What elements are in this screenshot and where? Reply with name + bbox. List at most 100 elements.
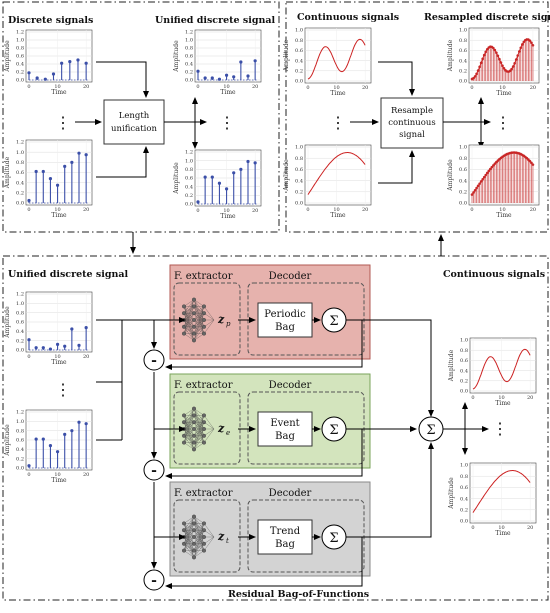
- plot-output-continuous-1: 0.0 0.2 0.4 0.6 0.8 1.0 0 10 20 Time Amplitude: [448, 337, 537, 407]
- bag-row-2: F. extractor Decoder z t Trend Bag Σ: [173, 488, 365, 573]
- plot-bottom-discrete-2-xlabel: Time: [51, 477, 67, 484]
- plot-discrete-2-xtick: 10: [54, 207, 60, 213]
- plot-bottom-discrete-2-xtick: 10: [54, 472, 60, 478]
- plot-discrete-2-marker: [84, 153, 88, 157]
- plot-discrete-2-marker: [34, 169, 38, 174]
- plot-discrete-2-ytick: 0.8: [16, 160, 24, 166]
- plot-unified-1-ytick: 0.4: [185, 62, 193, 68]
- plot-unified-1-marker: [246, 74, 250, 78]
- plot-resampled-2-ytick: 0.8: [459, 156, 467, 162]
- nn-edge-0: [183, 333, 195, 341]
- svg-text:-: -: [151, 573, 157, 589]
- nn-edge-1: [183, 422, 195, 443]
- plot-bottom-discrete-2-ytick: 0.0: [16, 466, 24, 472]
- plot-discrete-2: 0.0 0.2 0.4 0.6 0.8 1.0 1.2 0 10 20 Time Amplitude: [4, 140, 93, 219]
- plot-unified-2-marker: [246, 159, 250, 164]
- plot-unified-2-marker: [203, 175, 207, 179]
- bag-subname-1: Bag: [275, 431, 295, 442]
- nn-edge-0: [183, 299, 195, 314]
- plot-discrete-2-ytick: 0.4: [16, 180, 24, 186]
- plot-output-continuous-1-ylabel: Amplitude: [448, 349, 455, 382]
- plot-continuous-1-ytick: 0.0: [295, 79, 303, 85]
- plot-unified-1-ytick: 1.0: [185, 38, 193, 44]
- plot-output-continuous-1-ytick: 0.0: [460, 389, 468, 395]
- nn-edge-2: [193, 550, 205, 558]
- plot-discrete-2-marker: [55, 183, 60, 187]
- nn-edge-0: [203, 319, 215, 334]
- nn-edge-2: [203, 536, 215, 544]
- plot-resampled-1-ytick: 0.2: [459, 69, 467, 75]
- plot-unified-1-ytick: 0.6: [185, 54, 193, 60]
- plot-unified-1-marker: [203, 76, 207, 80]
- plot-bottom-discrete-2-ytick: 0.2: [16, 456, 24, 462]
- plot-discrete-1-marker: [84, 61, 88, 65]
- plot-resampled-1-ylabel: Amplitude: [447, 39, 454, 72]
- nn-edge-0: [193, 306, 205, 314]
- nn-node-2: [182, 528, 186, 533]
- nn-edge-2: [183, 516, 195, 538]
- plot-discrete-2-ytick: 1.2: [16, 140, 24, 146]
- plot-resampled-2-xtick: 0: [470, 207, 473, 213]
- plot-resampled-1-ytick: 0.8: [459, 38, 467, 44]
- plot-unified-2-marker: [224, 187, 229, 191]
- nn-node-0: [202, 311, 206, 316]
- plot-continuous-1-ytick: 0.2: [295, 69, 303, 75]
- plot-output-continuous-2-ytick: 0.0: [460, 519, 468, 525]
- nn-node-2: [192, 528, 196, 533]
- plot-continuous-2: 0.0 0.2 0.4 0.6 0.8 1.0 0 10 20 Time Amplitude: [283, 145, 372, 219]
- plot-unified-2-marker: [217, 181, 222, 185]
- plot-discrete-2-marker: [63, 164, 67, 168]
- nn-node-2: [202, 548, 206, 553]
- plot-unified-1-marker: [224, 73, 229, 77]
- nn-node-2: [202, 528, 206, 533]
- plot-unified-2-ytick: 0.2: [185, 193, 193, 199]
- plot-unified-2-ytick: 0.8: [185, 167, 193, 173]
- nn-edge-1: [193, 415, 205, 443]
- minus-node-2: -: [143, 459, 165, 481]
- nn-node-1: [202, 413, 206, 418]
- nn-edge-1: [193, 415, 205, 450]
- plot-unified-1-marker: [232, 75, 236, 79]
- plot-continuous-1-xtick: 20: [362, 85, 368, 91]
- nn-edge-2: [193, 523, 205, 531]
- resample-label-1: Resample: [391, 106, 433, 116]
- plot-resampled-2-ytick: 0.0: [459, 201, 467, 207]
- nn-edge-2: [203, 523, 215, 538]
- nn-node-2: [192, 555, 196, 560]
- plot-output-continuous-1-xlabel: Time: [495, 400, 511, 407]
- plot-bottom-discrete-1-xlabel: Time: [51, 359, 67, 366]
- nn-edge-0: [203, 319, 215, 327]
- plot-bottom-discrete-1-ylabel: Amplitude: [4, 306, 11, 339]
- plot-resampled-2: 0.0 0.2 0.4 0.6 0.8 1.0 0 10 20 Time Amplitude: [447, 145, 540, 219]
- caption: Residual Bag-of-Functions: [228, 589, 369, 600]
- nn-edge-0: [203, 313, 215, 321]
- nn-node-1: [182, 413, 186, 418]
- latent-subscript-2: t: [226, 537, 229, 545]
- nn-node-1: [192, 406, 196, 411]
- plot-output-continuous-2-ytick: 0.2: [460, 508, 468, 514]
- nn-node-1: [202, 433, 206, 438]
- nn-edge-0: [193, 313, 205, 341]
- plot-unified-2-ytick: 0.6: [185, 176, 193, 182]
- plot-bottom-discrete-1-marker: [70, 327, 74, 331]
- plot-unified-2-ytick: 0.4: [185, 184, 193, 190]
- plot-output-continuous-2-xtick: 10: [498, 525, 504, 531]
- nn-node-0: [182, 331, 186, 336]
- plot-discrete-1-marker: [76, 58, 80, 62]
- plot-resampled-2-ytick: 0.6: [459, 167, 467, 173]
- plot-continuous-2-ytick: 0.2: [295, 190, 303, 196]
- bag-box-1: [257, 411, 313, 447]
- nn-node-2: [202, 541, 206, 546]
- conn-tl-1: [96, 61, 149, 98]
- plot-bottom-discrete-1-ytick: 0.0: [16, 348, 24, 354]
- plot-continuous-2-xlabel: Time: [330, 212, 346, 219]
- feedback-trend: [165, 537, 363, 589]
- nn-edge-1: [193, 442, 205, 450]
- plot-unified-1-marker: [210, 76, 214, 80]
- nn-edge-2: [193, 523, 205, 558]
- plot-output-continuous-2-xtick: 0: [471, 525, 474, 531]
- plot-bottom-discrete-2-marker: [70, 429, 74, 433]
- bag-row-0: F. extractor Decoder z p Periodic Bag Σ: [173, 271, 365, 356]
- plot-continuous-1-ytick: 1.0: [295, 28, 303, 34]
- plot-resampled-1: 0.0 0.2 0.4 0.6 0.8 1.0 0 10 20 Time Amplitude: [447, 27, 540, 97]
